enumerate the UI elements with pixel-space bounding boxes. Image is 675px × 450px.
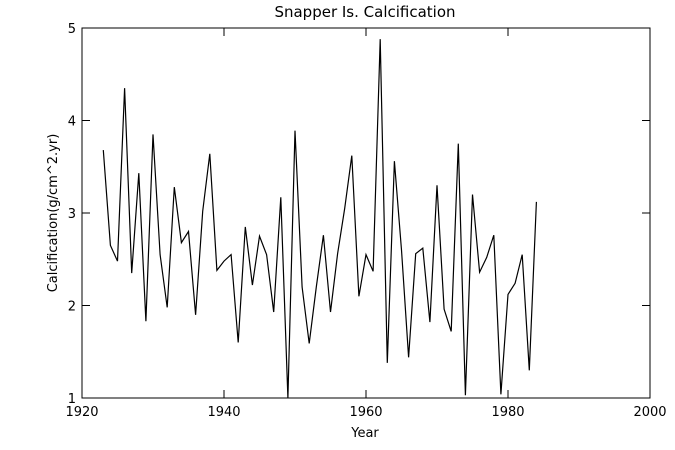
y-tick-label: 5 — [68, 22, 76, 37]
y-tick-label: 2 — [68, 300, 76, 315]
x-tick-label: 1940 — [207, 405, 240, 420]
chart-title: Snapper Is. Calcification — [274, 3, 455, 21]
x-tick-label: 1980 — [491, 405, 524, 420]
y-tick-label: 1 — [68, 392, 76, 407]
x-tick-label: 1920 — [65, 405, 98, 420]
series-line — [102, 39, 537, 399]
x-tick-label: 1960 — [349, 405, 382, 420]
x-tick-label: 2000 — [633, 405, 666, 420]
y-tick-label: 4 — [68, 115, 76, 130]
plot-frame — [81, 27, 651, 399]
x-axis-label: Year — [350, 426, 379, 441]
y-axis-label: Calcification(g/cm^2.yr) — [46, 134, 61, 293]
y-tick-label: 3 — [68, 207, 76, 222]
